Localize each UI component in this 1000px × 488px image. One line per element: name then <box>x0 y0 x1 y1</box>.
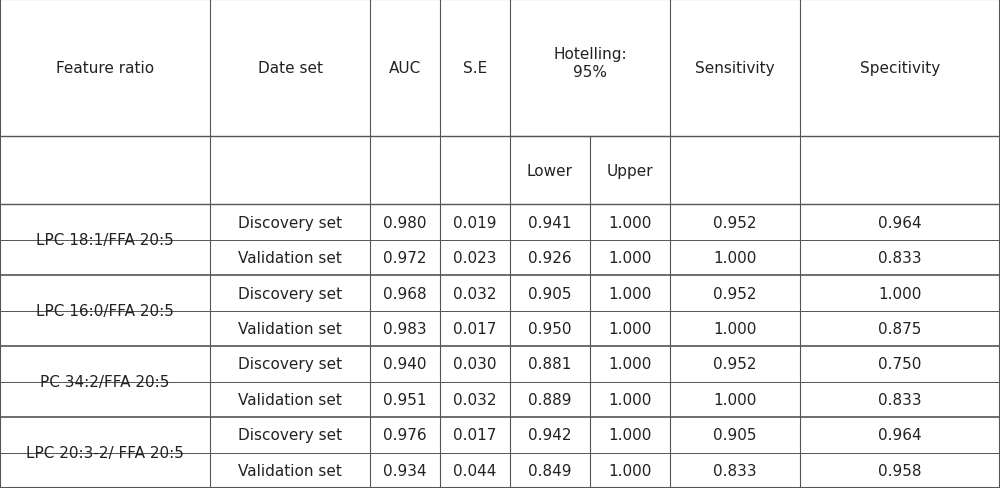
Text: 0.972: 0.972 <box>383 250 427 265</box>
Text: Sensitivity: Sensitivity <box>695 61 775 76</box>
Text: 0.980: 0.980 <box>383 215 427 230</box>
Text: 0.926: 0.926 <box>528 250 572 265</box>
Text: Lower: Lower <box>527 163 573 178</box>
Text: 1.000: 1.000 <box>608 357 652 372</box>
Text: 0.833: 0.833 <box>713 463 757 478</box>
Text: Validation set: Validation set <box>238 392 342 407</box>
Text: 0.964: 0.964 <box>878 215 922 230</box>
Text: Discovery set: Discovery set <box>238 357 342 372</box>
Text: 1.000: 1.000 <box>608 427 652 443</box>
Text: 0.032: 0.032 <box>453 392 497 407</box>
Text: 1.000: 1.000 <box>713 250 757 265</box>
Text: 1.000: 1.000 <box>608 392 652 407</box>
Text: S.E: S.E <box>463 61 487 76</box>
Text: Date set: Date set <box>258 61 322 76</box>
Text: 0.942: 0.942 <box>528 427 572 443</box>
Text: Discovery set: Discovery set <box>238 215 342 230</box>
Text: Hotelling:
95%: Hotelling: 95% <box>553 47 627 80</box>
Text: 0.958: 0.958 <box>878 463 922 478</box>
Text: 0.934: 0.934 <box>383 463 427 478</box>
Text: 1.000: 1.000 <box>713 392 757 407</box>
Text: LPC 18:1/FFA 20:5: LPC 18:1/FFA 20:5 <box>36 233 174 248</box>
Text: 0.017: 0.017 <box>453 427 497 443</box>
Text: 0.952: 0.952 <box>713 286 757 301</box>
Text: 1.000: 1.000 <box>608 215 652 230</box>
Text: LPC 20:3-2/ FFA 20:5: LPC 20:3-2/ FFA 20:5 <box>26 445 184 460</box>
Text: 0.905: 0.905 <box>528 286 572 301</box>
Text: LPC 16:0/FFA 20:5: LPC 16:0/FFA 20:5 <box>36 304 174 319</box>
Text: 0.940: 0.940 <box>383 357 427 372</box>
Text: 1.000: 1.000 <box>608 286 652 301</box>
Text: 0.849: 0.849 <box>528 463 572 478</box>
Text: 0.941: 0.941 <box>528 215 572 230</box>
Text: 0.044: 0.044 <box>453 463 497 478</box>
Text: 0.030: 0.030 <box>453 357 497 372</box>
Text: Discovery set: Discovery set <box>238 286 342 301</box>
Text: Feature ratio: Feature ratio <box>56 61 154 76</box>
Text: 0.983: 0.983 <box>383 321 427 336</box>
Text: 0.952: 0.952 <box>713 357 757 372</box>
Text: 0.023: 0.023 <box>453 250 497 265</box>
Text: 0.950: 0.950 <box>528 321 572 336</box>
Text: 0.833: 0.833 <box>878 250 922 265</box>
Text: Discovery set: Discovery set <box>238 427 342 443</box>
Text: 1.000: 1.000 <box>608 250 652 265</box>
Text: 0.833: 0.833 <box>878 392 922 407</box>
Text: 1.000: 1.000 <box>608 321 652 336</box>
Text: 0.875: 0.875 <box>878 321 922 336</box>
Text: PC 34:2/FFA 20:5: PC 34:2/FFA 20:5 <box>40 374 170 389</box>
Text: 1.000: 1.000 <box>608 463 652 478</box>
Text: 0.881: 0.881 <box>528 357 572 372</box>
Text: 1.000: 1.000 <box>713 321 757 336</box>
Text: AUC: AUC <box>389 61 421 76</box>
Text: Upper: Upper <box>607 163 653 178</box>
Text: Specitivity: Specitivity <box>860 61 940 76</box>
Text: 0.017: 0.017 <box>453 321 497 336</box>
Text: 0.032: 0.032 <box>453 286 497 301</box>
Text: 0.951: 0.951 <box>383 392 427 407</box>
Text: 0.019: 0.019 <box>453 215 497 230</box>
Text: Validation set: Validation set <box>238 250 342 265</box>
Text: 0.964: 0.964 <box>878 427 922 443</box>
Text: 0.976: 0.976 <box>383 427 427 443</box>
Text: 1.000: 1.000 <box>878 286 922 301</box>
Text: Validation set: Validation set <box>238 463 342 478</box>
Text: 0.889: 0.889 <box>528 392 572 407</box>
Text: 0.905: 0.905 <box>713 427 757 443</box>
Text: 0.968: 0.968 <box>383 286 427 301</box>
Text: Validation set: Validation set <box>238 321 342 336</box>
Text: 0.952: 0.952 <box>713 215 757 230</box>
Text: 0.750: 0.750 <box>878 357 922 372</box>
